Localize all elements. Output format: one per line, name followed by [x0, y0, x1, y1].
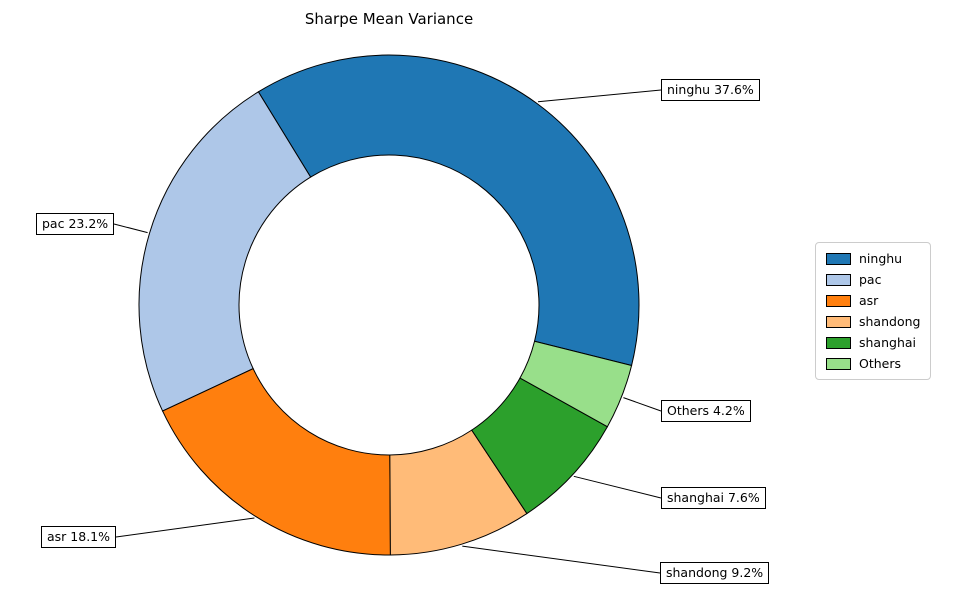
legend-item-asr: asr	[826, 293, 920, 308]
leader-line-shandong	[462, 545, 661, 574]
legend-label-shanghai: shanghai	[859, 335, 917, 350]
legend-swatch-pac	[826, 273, 851, 286]
leader-line-shanghai	[573, 475, 662, 499]
legend-item-Others: Others	[826, 356, 920, 371]
pie-callout-asr: asr 18.1%	[41, 526, 116, 548]
pie-slice-Others	[519, 340, 633, 428]
leader-line-pac	[113, 223, 148, 234]
pie-callout-pac: pac 23.2%	[36, 213, 115, 235]
legend-label-Others: Others	[859, 356, 902, 371]
leader-line-asr	[115, 517, 255, 538]
legend-swatch-Others	[826, 357, 851, 370]
legend-swatch-ninghu	[826, 252, 851, 265]
leader-line-Others	[623, 397, 662, 412]
pie-callout-shanghai: shanghai 7.6%	[661, 487, 766, 509]
legend-item-ninghu: ninghu	[826, 251, 920, 266]
legend-label-shandong: shandong	[859, 314, 921, 329]
pie-slice-asr	[161, 367, 391, 556]
pie-callout-Others: Others 4.2%	[661, 400, 751, 422]
legend-item-pac: pac	[826, 272, 920, 287]
legend-swatch-shandong	[826, 315, 851, 328]
leader-line-ninghu	[537, 89, 662, 103]
pie-slice-ninghu	[257, 54, 640, 367]
chart-title: Sharpe Mean Variance	[304, 10, 474, 28]
legend: ninghu pac asr shandong shanghai Others	[815, 242, 932, 380]
legend-label-asr: asr	[859, 293, 879, 308]
pie-callout-ninghu: ninghu 37.6%	[661, 79, 760, 101]
legend-item-shandong: shandong	[826, 314, 920, 329]
legend-label-pac: pac	[859, 272, 882, 287]
pie-slice-pac	[138, 91, 312, 412]
legend-label-ninghu: ninghu	[859, 251, 903, 266]
legend-item-shanghai: shanghai	[826, 335, 920, 350]
pie-callout-shandong: shandong 9.2%	[660, 562, 770, 584]
legend-swatch-shanghai	[826, 336, 851, 349]
legend-swatch-asr	[826, 294, 851, 307]
